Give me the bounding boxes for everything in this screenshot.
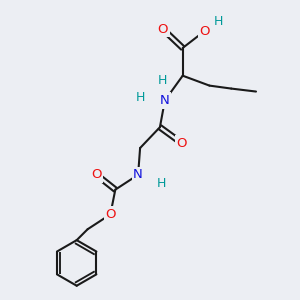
Text: N: N xyxy=(160,94,170,107)
Text: O: O xyxy=(176,136,187,150)
Text: O: O xyxy=(91,168,102,181)
Text: H: H xyxy=(157,177,167,190)
Text: O: O xyxy=(158,22,168,36)
Text: N: N xyxy=(133,168,143,181)
Text: H: H xyxy=(214,15,223,28)
Text: O: O xyxy=(199,25,210,38)
Text: O: O xyxy=(105,208,116,221)
Text: H: H xyxy=(158,74,168,87)
Text: H: H xyxy=(135,91,145,104)
